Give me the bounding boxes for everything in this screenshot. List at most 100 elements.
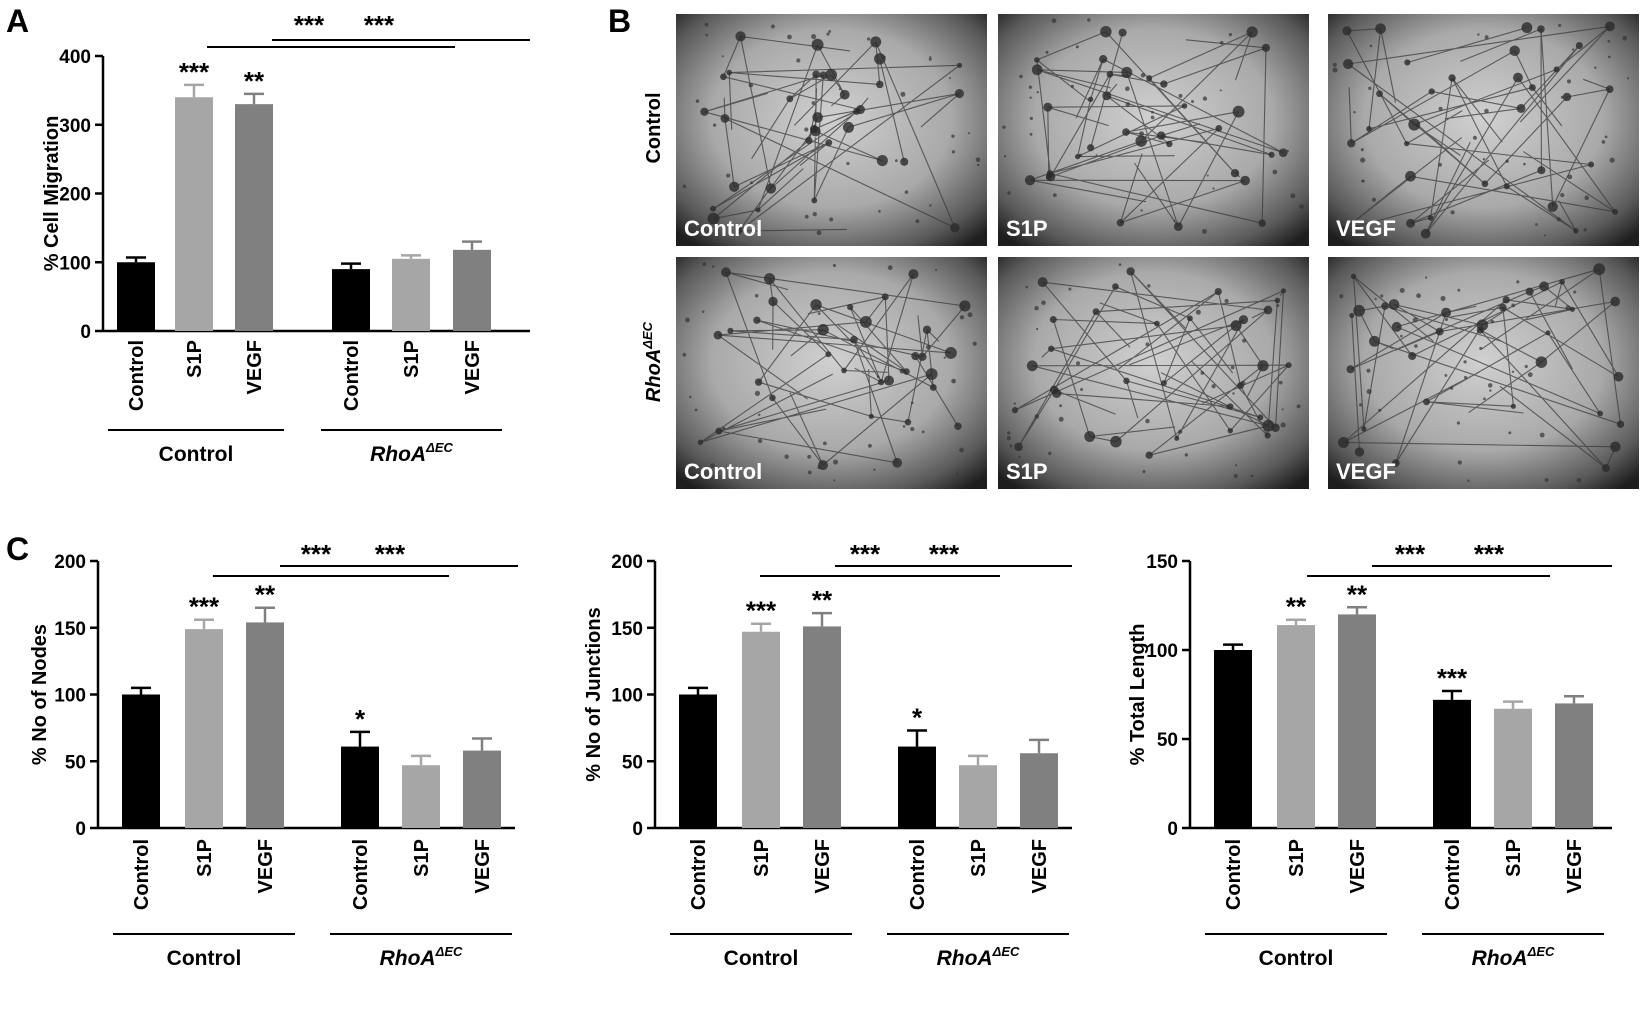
cell-cluster (1257, 414, 1264, 421)
cell-cluster (1553, 66, 1560, 73)
x-tick-label-0: Control (1223, 839, 1245, 910)
cell-cluster (1476, 326, 1484, 334)
bar-0 (117, 262, 155, 331)
cell-cluster (825, 139, 833, 147)
cell-cluster (1539, 281, 1549, 292)
bar-0 (122, 694, 160, 828)
significance-stars-3: * (355, 704, 366, 734)
cell-dot (1627, 77, 1630, 80)
cell-dot (804, 127, 809, 132)
cell-dot (1366, 389, 1372, 395)
cell-dot (1007, 431, 1011, 435)
cell-dot (832, 264, 837, 268)
cell-dot (750, 181, 754, 185)
cell-dot (1280, 422, 1286, 428)
cell-cluster (1381, 302, 1389, 310)
cell-cluster (720, 113, 730, 123)
group-label-0: Control (167, 947, 242, 970)
cell-dot (754, 390, 761, 396)
cell-dot (1576, 477, 1582, 483)
cell-cluster (1406, 218, 1416, 228)
cell-network (700, 271, 966, 466)
comparison-stars-0: *** (294, 10, 325, 40)
cell-dot (1368, 86, 1372, 91)
cell-cluster (1122, 128, 1130, 136)
cell-dot (1140, 73, 1146, 78)
cell-cluster (1525, 287, 1534, 296)
cell-dot (883, 55, 886, 59)
cell-cluster (918, 352, 927, 361)
cell-dot (1230, 365, 1235, 370)
cell-dot (1457, 288, 1461, 292)
micrograph-label: VEGF (1336, 459, 1396, 484)
cell-dot (807, 454, 812, 459)
cell-dot (878, 209, 881, 213)
cell-cluster (1049, 316, 1057, 324)
comparison-stars-0: *** (1395, 539, 1426, 569)
cell-dot (967, 132, 970, 135)
cell-dot (1212, 187, 1215, 190)
cell-cluster (944, 346, 957, 359)
cell-cluster (1232, 105, 1245, 118)
cell-dot (1139, 131, 1144, 137)
micrograph-r0-c1: S1P (998, 14, 1309, 246)
cell-dot (1051, 18, 1057, 24)
cell-cluster (1271, 423, 1280, 433)
cell-dot (900, 91, 906, 97)
cell-cluster (1569, 306, 1575, 312)
cell-cluster (1601, 464, 1610, 473)
cell-cluster (1545, 330, 1551, 336)
cell-cluster (1547, 201, 1558, 212)
cell-cluster (847, 303, 854, 311)
significance-stars-2: ** (255, 580, 276, 610)
cell-dot (867, 443, 872, 448)
cell-cluster (859, 316, 872, 328)
cell-dot (1483, 397, 1486, 401)
cell-cluster (929, 384, 937, 391)
micrograph-r1-c2: VEGF (1328, 257, 1639, 489)
micrograph-background (676, 257, 987, 489)
cell-dot (1019, 74, 1023, 79)
cell-dot (1184, 453, 1189, 457)
cell-cluster (908, 269, 919, 280)
cell-cluster (729, 181, 740, 192)
cell-dot (1059, 404, 1063, 408)
cell-cluster (904, 418, 912, 426)
significance-stars-2: ** (1347, 579, 1368, 609)
cell-dot (876, 375, 880, 379)
cell-cluster (1441, 307, 1452, 318)
cell-cluster (1510, 403, 1516, 409)
cell-dot (715, 215, 721, 220)
cell-cluster (810, 124, 819, 134)
row-label-rhoa: RhoAΔEC (640, 321, 665, 402)
micrograph-panel: Control RhoAΔEC Control S1P VEGF Control S1P… (640, 14, 1639, 489)
cell-cluster (753, 316, 761, 324)
cell-dot (1573, 290, 1577, 294)
cell-cluster (1537, 166, 1546, 175)
bar-5 (1020, 753, 1058, 828)
cell-dot (811, 101, 816, 105)
cell-dot (1160, 133, 1166, 139)
y-tick-label: 200 (54, 552, 86, 573)
cell-dot (1278, 380, 1283, 385)
x-tick-label-2: VEGF (244, 340, 266, 394)
group-label-text: Control (167, 947, 242, 970)
y-tick-label: 100 (54, 686, 86, 707)
group-label-1: RhoAΔEC (1472, 944, 1555, 970)
cell-dot (784, 454, 789, 459)
cell-cluster (911, 352, 920, 361)
cell-cluster (715, 427, 723, 435)
x-tick-label-1: S1P (184, 340, 206, 378)
cell-cluster (1376, 90, 1383, 98)
cell-dot (1036, 327, 1039, 331)
cell-cluster (726, 69, 733, 76)
cell-dot (1508, 431, 1512, 435)
cell-cluster (1268, 151, 1275, 158)
cell-dot (1087, 18, 1091, 22)
cell-cluster (1405, 170, 1416, 182)
bar-1 (1277, 625, 1315, 828)
cell-cluster (1257, 360, 1269, 372)
group-label-sup: ΔEC (992, 944, 1020, 959)
cell-cluster (1160, 380, 1167, 387)
cell-dot (1145, 418, 1150, 424)
